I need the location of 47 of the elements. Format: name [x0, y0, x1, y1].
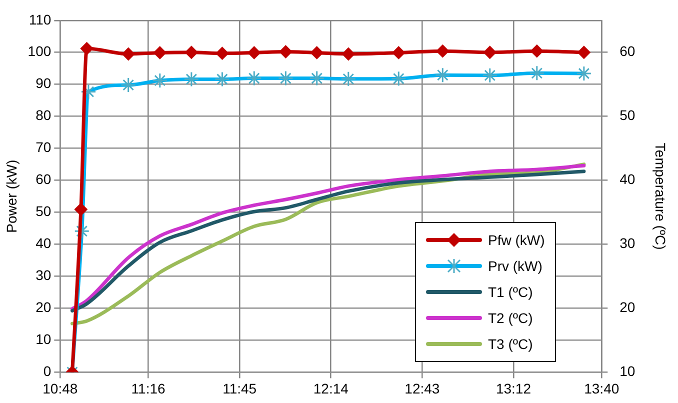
point — [342, 47, 355, 60]
y2-tick-label: 10 — [620, 363, 636, 380]
y-tick-label: 0 — [43, 363, 52, 380]
y-tick-label: 20 — [36, 299, 52, 316]
point — [530, 44, 544, 58]
point — [122, 47, 135, 60]
legend-label: Prv (kW) — [488, 258, 542, 274]
y-tick-label: 70 — [36, 139, 52, 156]
y-tick-label: 30 — [36, 267, 52, 284]
y-tick-label: 10 — [36, 331, 52, 348]
y-axis-title: Power (kW) — [3, 160, 20, 233]
y-tick-label: 100 — [28, 43, 52, 60]
y-tick-label: 60 — [36, 171, 52, 188]
point — [436, 44, 450, 58]
point — [279, 45, 292, 58]
point — [248, 46, 261, 60]
x-tick-label: 11:45 — [222, 380, 257, 396]
legend-label: T1 (ºC) — [488, 284, 533, 300]
y2-tick-label: 50 — [620, 107, 636, 124]
legend-label: T2 (ºC) — [488, 310, 533, 326]
y2-tick-label: 30 — [620, 235, 636, 252]
y2-tick-label: 60 — [620, 43, 636, 60]
point — [577, 46, 590, 59]
y-tick-label: 110 — [28, 11, 52, 28]
point — [153, 46, 166, 60]
legend-label: Pfw (kW) — [488, 232, 545, 248]
y2-axis-title: Temperature (ºC) — [652, 142, 669, 250]
x-tick-label: 11:16 — [131, 380, 166, 396]
y-tick-label: 40 — [36, 235, 52, 252]
x-tick-label: 13:12 — [496, 380, 532, 396]
y2-tick-label: 20 — [620, 299, 636, 316]
y2-tick-label: 40 — [620, 171, 636, 188]
y-tick-label: 80 — [36, 107, 52, 124]
x-tick-label: 13:40 — [584, 380, 620, 396]
x-tick-label: 10:48 — [42, 380, 78, 396]
x-tick-label: 12:43 — [404, 380, 440, 396]
x-tick-label: 12:14 — [313, 380, 349, 396]
point — [392, 46, 406, 60]
y-tick-label: 50 — [36, 203, 52, 220]
point — [74, 202, 88, 216]
y-tick-label: 90 — [36, 75, 52, 92]
point — [310, 46, 324, 60]
point — [80, 42, 94, 56]
point — [216, 46, 229, 60]
point — [184, 46, 198, 59]
point — [483, 46, 496, 59]
legend-label: T3 (ºC) — [488, 336, 533, 352]
